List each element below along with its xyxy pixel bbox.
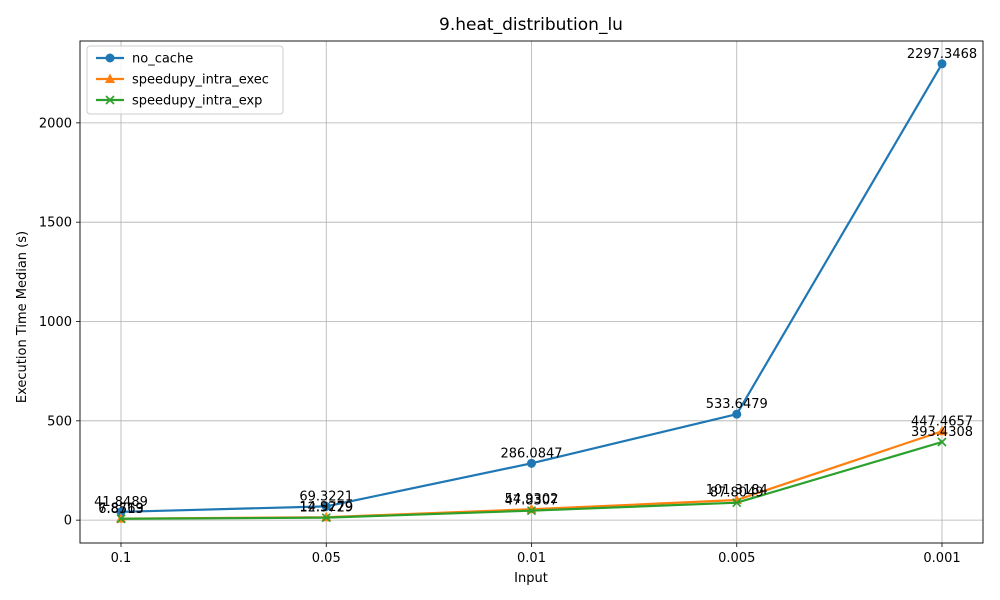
series-speedupy_intra_exp bbox=[116, 437, 947, 524]
data-point bbox=[732, 498, 742, 508]
data-label: 69.3221 bbox=[299, 489, 353, 504]
data-label: 447.4657 bbox=[911, 414, 973, 429]
data-point bbox=[321, 501, 331, 511]
legend-item: no_cache bbox=[96, 52, 193, 67]
legend-marker bbox=[105, 53, 115, 63]
data-label: 2297.3468 bbox=[907, 47, 977, 62]
grid bbox=[80, 41, 983, 543]
chart-title: 9.heat_distribution_lu bbox=[439, 15, 623, 35]
data-point bbox=[527, 458, 536, 468]
data-label: 393.4308 bbox=[911, 425, 973, 440]
legend-box bbox=[86, 45, 284, 115]
y-tick-label: 2000 bbox=[39, 116, 72, 131]
data-label: 101.3184 bbox=[706, 483, 768, 498]
series-layer bbox=[116, 59, 947, 524]
data-label: 47.8307 bbox=[505, 494, 559, 509]
legend-label: no_cache bbox=[132, 52, 193, 67]
legend-item: speedupy_intra_exec bbox=[96, 73, 269, 88]
data-point bbox=[526, 506, 537, 516]
y-tick-label: 1500 bbox=[39, 216, 72, 231]
y-axis-label: Execution Time Median (s) bbox=[15, 231, 30, 403]
data-point bbox=[937, 437, 947, 447]
plot-frame bbox=[79, 40, 984, 544]
x-tick-label: 0.1 bbox=[111, 551, 132, 566]
x-tick-label: 0.01 bbox=[517, 551, 546, 566]
data-label: 533.6479 bbox=[706, 397, 768, 412]
data-point bbox=[937, 59, 947, 69]
legend-marker bbox=[105, 95, 115, 105]
data-label: 54.9302 bbox=[505, 492, 559, 507]
data-point bbox=[116, 507, 126, 517]
axes: 0.1 0.05 0.01 0.005 0.001 0 500 1000 1500 2000 bbox=[39, 40, 984, 566]
data-label: 14.9279 bbox=[299, 500, 353, 515]
legend-label: speedupy_intra_exp bbox=[132, 94, 262, 109]
legend-item: speedupy_intra_exp bbox=[96, 94, 262, 109]
x-axis-label: Input bbox=[514, 571, 548, 586]
legend-marker bbox=[105, 73, 115, 83]
x-tick-label: 0.001 bbox=[923, 551, 960, 566]
data-point bbox=[321, 511, 332, 522]
data-label: 6.8513 bbox=[98, 502, 144, 517]
legend: no_cache speedupy_intra_exec speedupy_intr… bbox=[86, 45, 284, 115]
data-label: 87.8049 bbox=[710, 486, 764, 501]
x-tick-label: 0.005 bbox=[718, 551, 755, 566]
data-label: 12.5729 bbox=[299, 501, 353, 516]
data-label: 41.8489 bbox=[94, 495, 148, 510]
data-point bbox=[321, 513, 331, 523]
data-label: 7.8769 bbox=[98, 502, 144, 517]
y-tick-label: 0 bbox=[64, 514, 72, 529]
data-point bbox=[732, 409, 742, 419]
y-tick-label: 500 bbox=[47, 414, 72, 429]
data-label: 286.0847 bbox=[500, 446, 562, 461]
data-point bbox=[116, 514, 126, 524]
legend-label: speedupy_intra_exec bbox=[132, 73, 269, 88]
y-tick-label: 1000 bbox=[39, 315, 72, 330]
x-tick-label: 0.05 bbox=[312, 551, 341, 566]
data-point bbox=[937, 425, 947, 436]
series-no_cache bbox=[116, 59, 947, 517]
data-labels: 41.8489 69.3221 286.0847 533.6479 2297.3468 7… bbox=[94, 47, 977, 517]
